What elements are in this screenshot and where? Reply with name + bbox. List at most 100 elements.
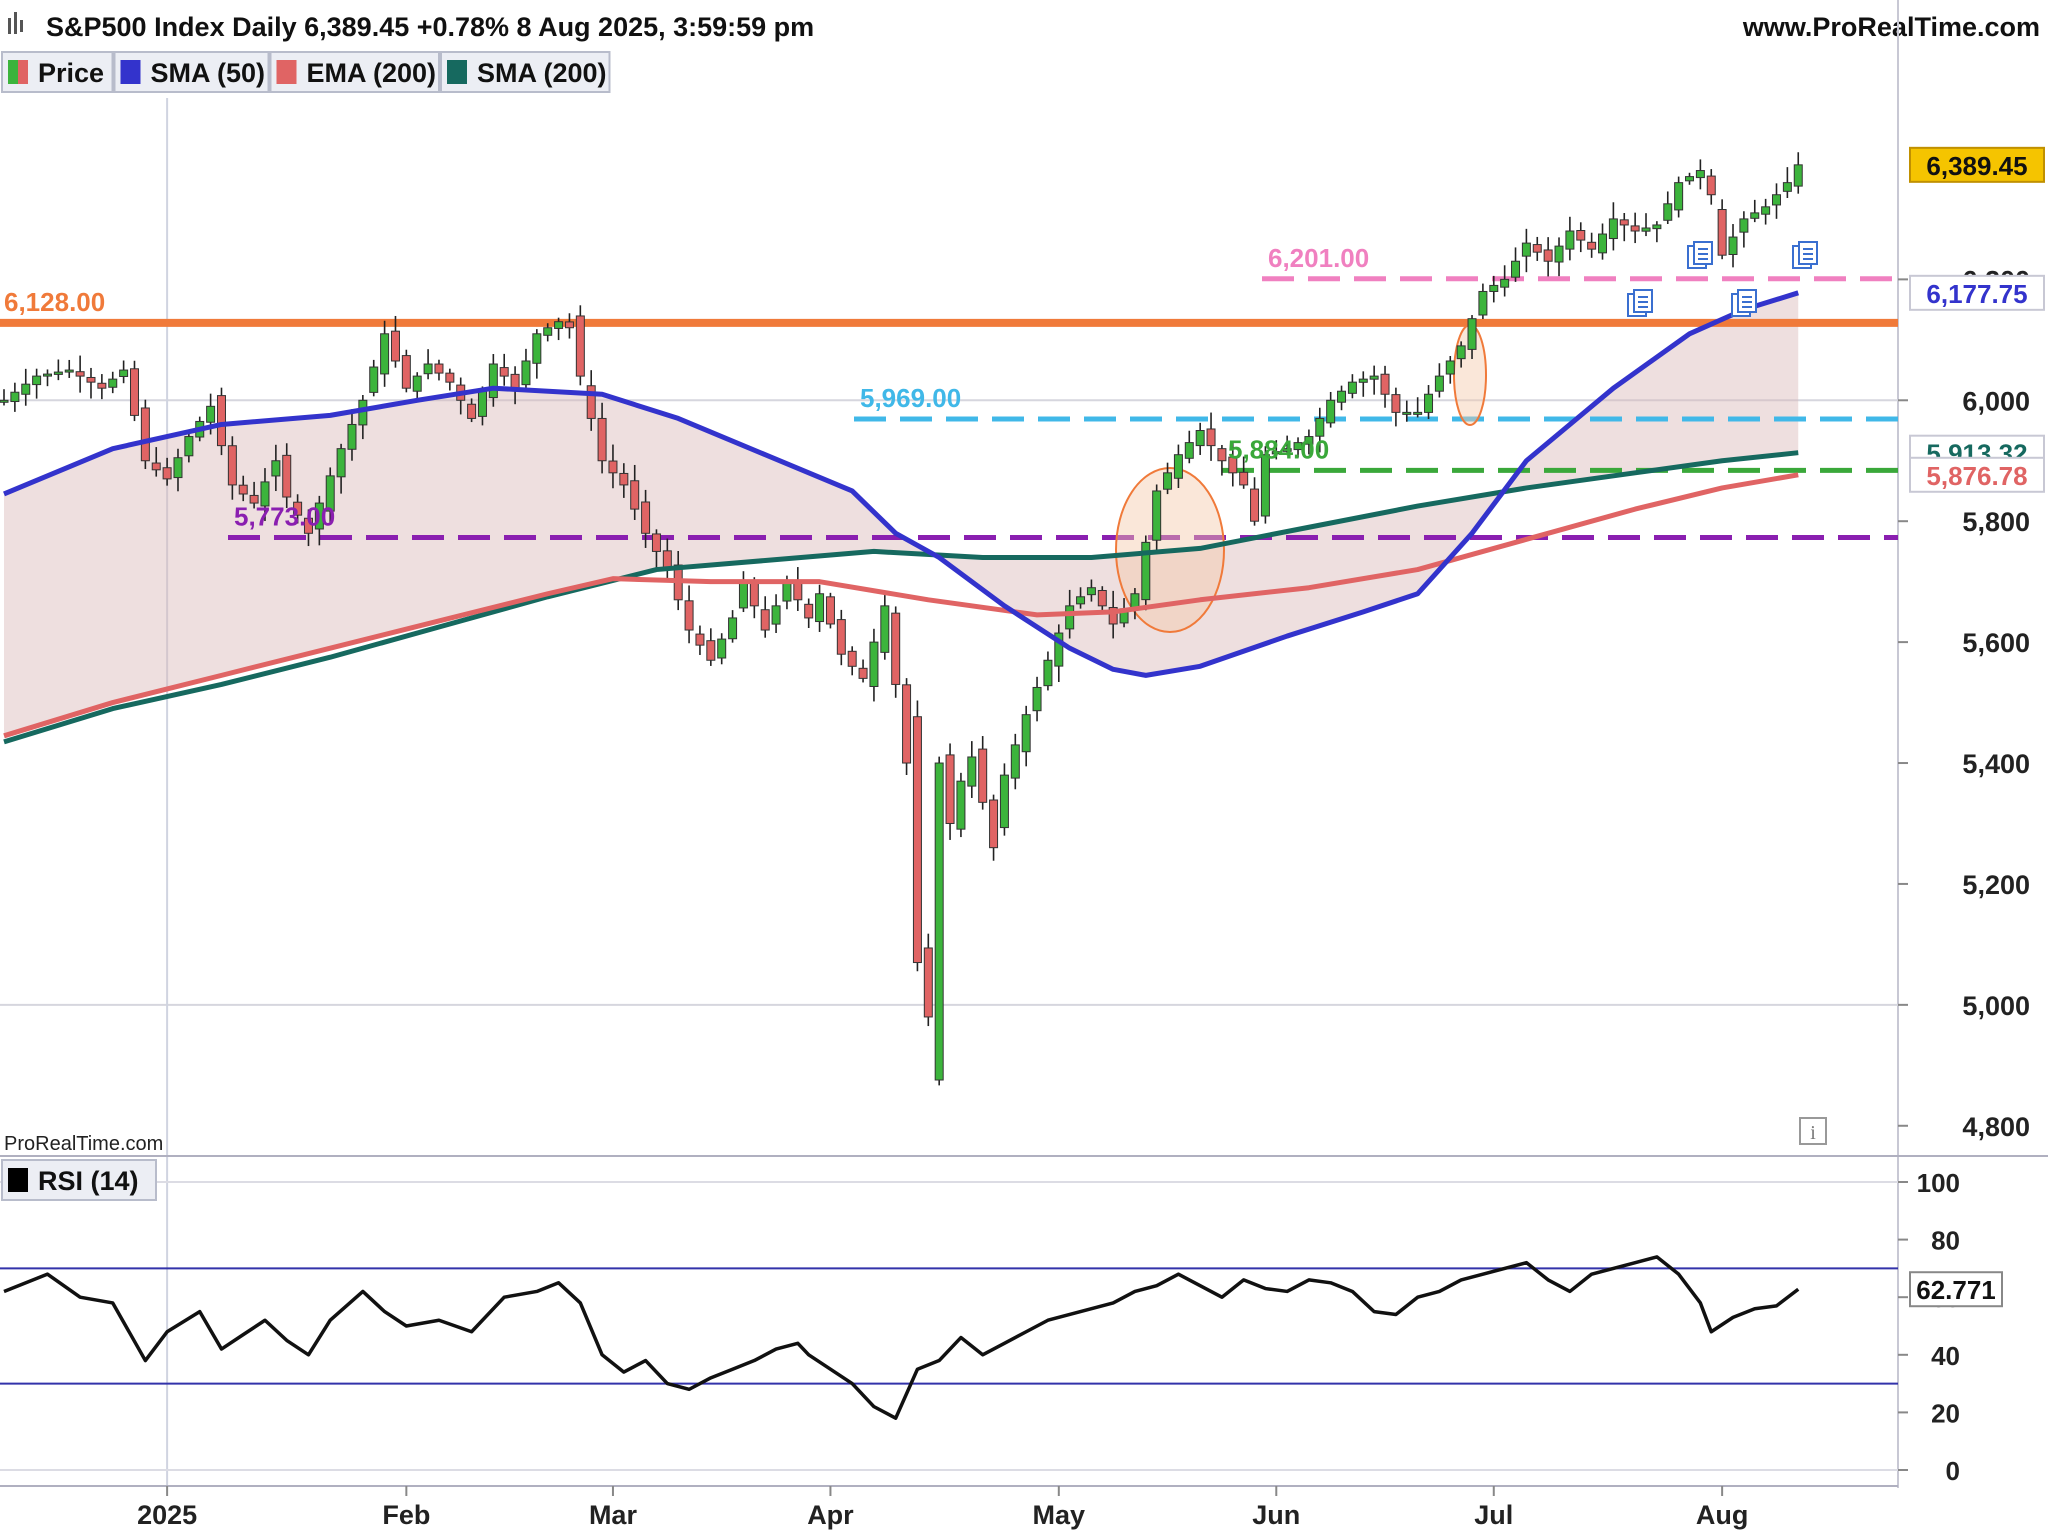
ema200-tag: 5,876.78 bbox=[1909, 456, 2045, 493]
candle bbox=[1750, 199, 1760, 223]
site-label[interactable]: www.ProRealTime.com bbox=[1742, 12, 2040, 42]
candle-body bbox=[1391, 394, 1401, 413]
candle bbox=[1489, 275, 1499, 303]
ma-line-ema-200- bbox=[3, 472, 1799, 739]
candle-body bbox=[1163, 472, 1173, 490]
candle-body bbox=[510, 373, 520, 389]
document-icons[interactable] bbox=[1627, 241, 1818, 317]
candle bbox=[912, 700, 922, 972]
candle-body bbox=[521, 360, 531, 386]
candle bbox=[1728, 224, 1738, 268]
candle bbox=[1250, 477, 1260, 526]
candle-body bbox=[488, 363, 498, 399]
candle bbox=[1695, 159, 1705, 190]
candle-body bbox=[1054, 632, 1064, 667]
candle bbox=[260, 468, 270, 522]
candle-body bbox=[390, 330, 400, 362]
candle-body bbox=[902, 684, 912, 764]
candle-body bbox=[1706, 175, 1716, 196]
document-icon[interactable] bbox=[1627, 289, 1653, 317]
candle-body bbox=[467, 403, 477, 419]
candle bbox=[1380, 365, 1390, 408]
y-tick-label: 5,800 bbox=[1962, 507, 2030, 537]
ma-line-sma-50- bbox=[3, 290, 1799, 678]
candle bbox=[695, 625, 705, 655]
candle-body bbox=[1434, 375, 1444, 392]
x-tick-label: Feb bbox=[382, 1500, 430, 1530]
legend-item[interactable]: EMA (200) bbox=[269, 51, 440, 93]
document-icon[interactable] bbox=[1731, 289, 1757, 317]
candle-body bbox=[97, 382, 107, 389]
candle-body bbox=[1641, 227, 1651, 232]
document-icon[interactable] bbox=[1687, 241, 1713, 269]
y-tick-label: 4,800 bbox=[1962, 1112, 2030, 1142]
candle-body bbox=[1521, 242, 1531, 257]
candle bbox=[619, 463, 629, 498]
level-lines bbox=[0, 276, 1898, 541]
candle-body bbox=[1587, 241, 1597, 250]
candle-body bbox=[564, 321, 574, 329]
rsi-tick-label: 40 bbox=[1931, 1341, 1960, 1371]
candle-body bbox=[86, 376, 96, 383]
candle-body bbox=[1500, 278, 1510, 288]
info-icon[interactable]: i bbox=[1799, 1117, 1827, 1145]
candle bbox=[1097, 586, 1107, 615]
y-tick-label: 5,000 bbox=[1962, 991, 2030, 1021]
candle bbox=[880, 595, 890, 660]
candle bbox=[347, 409, 357, 461]
candle-body bbox=[1782, 182, 1792, 192]
candle bbox=[1532, 236, 1542, 261]
candle bbox=[1010, 733, 1020, 790]
candle bbox=[521, 348, 531, 392]
candle bbox=[1108, 590, 1118, 639]
candle bbox=[1685, 172, 1695, 185]
legend-item[interactable]: SMA (200) bbox=[440, 51, 611, 93]
candle-body bbox=[380, 333, 390, 375]
candle-body bbox=[238, 484, 248, 495]
candle bbox=[891, 606, 901, 698]
candle-body bbox=[1576, 230, 1586, 241]
candle-body bbox=[347, 423, 357, 450]
candle bbox=[1239, 456, 1249, 489]
x-tick-label: Mar bbox=[589, 1500, 638, 1530]
candle-body bbox=[1565, 230, 1575, 250]
candle bbox=[630, 464, 640, 520]
candle-body bbox=[369, 366, 379, 393]
candle bbox=[423, 349, 433, 380]
last-price-tag-text: 6,389.45 bbox=[1926, 151, 2027, 181]
candle-body bbox=[989, 799, 999, 849]
candle bbox=[1478, 283, 1488, 320]
candle bbox=[1271, 440, 1281, 460]
candle-body bbox=[695, 633, 705, 646]
candle bbox=[1782, 167, 1792, 199]
candle-body bbox=[1239, 471, 1249, 486]
candle bbox=[1184, 430, 1194, 464]
candle bbox=[282, 443, 292, 509]
candle-body bbox=[249, 494, 259, 504]
candle bbox=[978, 736, 988, 810]
candle-body bbox=[706, 640, 716, 661]
candle-body bbox=[619, 472, 629, 486]
candle-body bbox=[1598, 233, 1608, 254]
candle bbox=[771, 594, 781, 633]
legend-item[interactable]: Price bbox=[1, 51, 114, 93]
candle bbox=[728, 610, 738, 643]
candle-body bbox=[423, 363, 433, 375]
candle-body bbox=[1260, 454, 1270, 517]
candle-body bbox=[260, 481, 270, 507]
rsi-legend-item[interactable]: RSI (14) bbox=[1, 1159, 157, 1201]
rsi-last-tag-text: 62.771 bbox=[1916, 1275, 1996, 1305]
candle bbox=[1217, 444, 1227, 476]
y-tick-label: 6,000 bbox=[1962, 386, 2030, 416]
candle-body bbox=[42, 373, 52, 377]
candle-body bbox=[1630, 225, 1640, 232]
legend-item-label: Price bbox=[38, 58, 104, 88]
candle bbox=[380, 320, 390, 387]
document-icon[interactable] bbox=[1792, 241, 1818, 269]
x-axis: 2025 Feb Mar Apr May Jun Jul Aug bbox=[137, 1486, 1748, 1530]
candle-body bbox=[184, 436, 194, 457]
legend-item[interactable]: SMA (50) bbox=[113, 51, 270, 93]
ma-line-sma-200- bbox=[3, 450, 1799, 745]
candle bbox=[108, 371, 118, 394]
sma50-swatch-icon bbox=[120, 60, 141, 84]
